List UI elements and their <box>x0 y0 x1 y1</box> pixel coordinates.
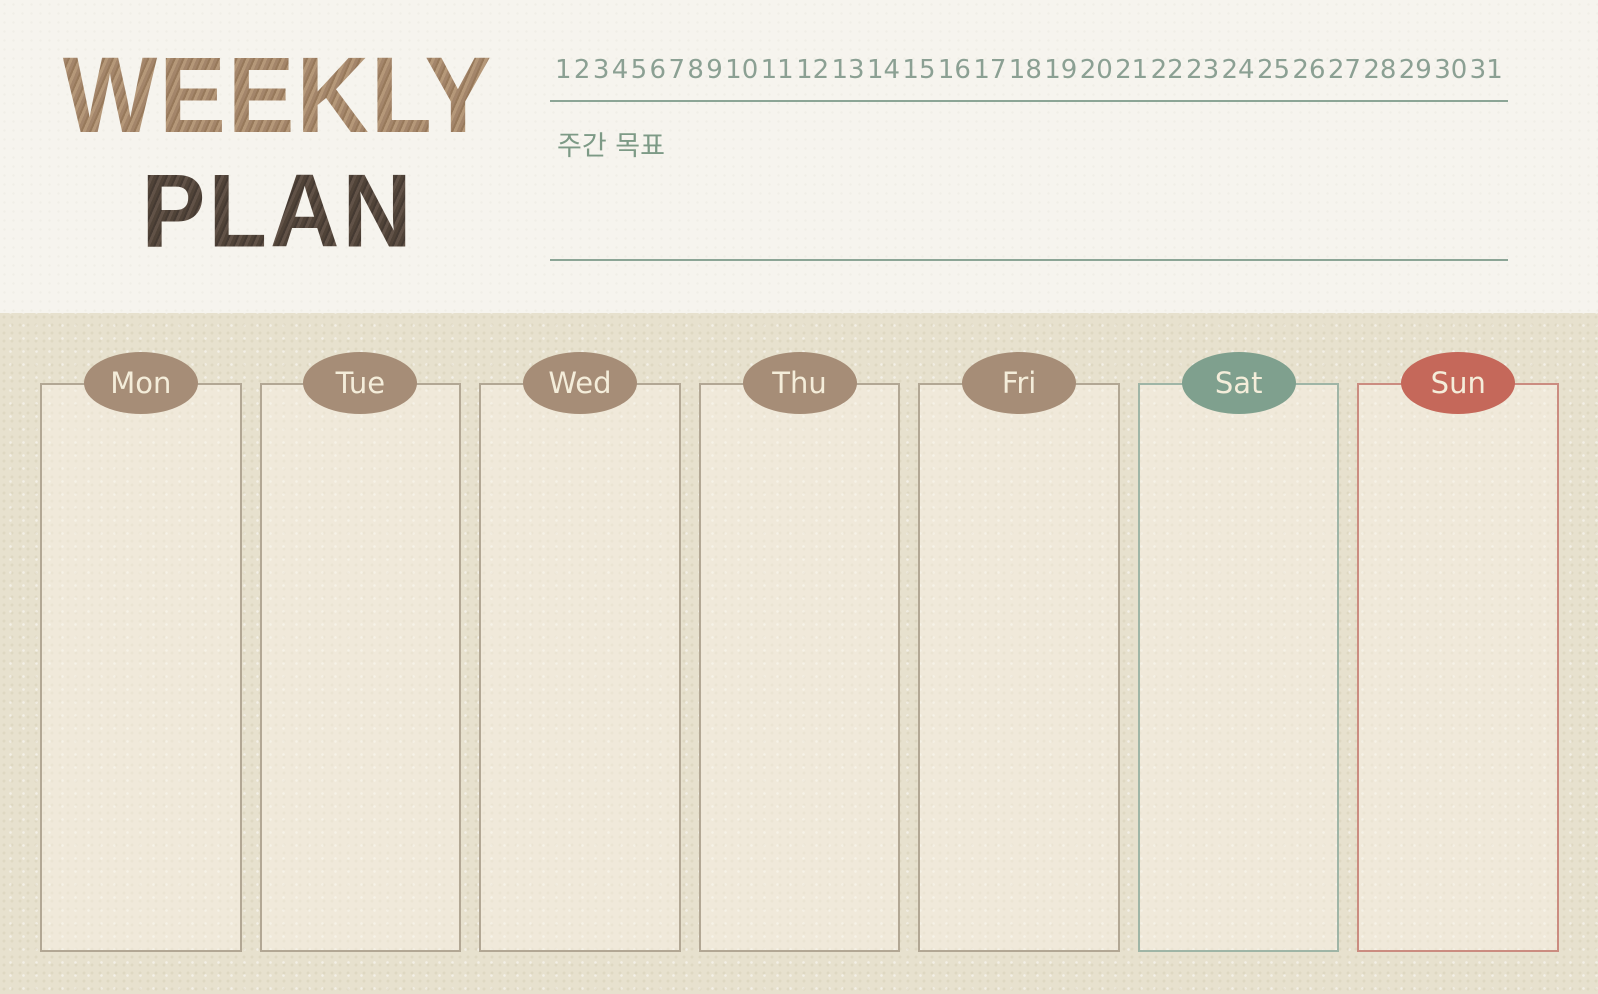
weekly-goal-writing-area[interactable] <box>550 163 1508 259</box>
date-number[interactable]: 16 <box>937 55 971 85</box>
date-number[interactable]: 20 <box>1079 55 1113 85</box>
divider-line-bottom <box>550 259 1508 261</box>
week-columns: Mon Tue Wed Thu Fri Sat Sun <box>40 352 1560 952</box>
date-number[interactable]: 22 <box>1150 55 1184 85</box>
day-column-wed: Wed <box>479 352 681 952</box>
date-number[interactable]: 18 <box>1008 55 1042 85</box>
date-number[interactable]: 13 <box>831 55 865 85</box>
day-column-sat: Sat <box>1137 352 1340 952</box>
day-notes-box-fri[interactable] <box>918 383 1120 952</box>
date-number[interactable]: 1 <box>555 55 572 85</box>
date-number[interactable]: 29 <box>1398 55 1432 85</box>
date-number[interactable]: 19 <box>1044 55 1078 85</box>
date-number[interactable]: 23 <box>1186 55 1220 85</box>
date-number[interactable]: 24 <box>1221 55 1255 85</box>
date-number[interactable]: 8 <box>687 55 704 85</box>
date-number[interactable]: 21 <box>1115 55 1149 85</box>
date-number[interactable]: 12 <box>796 55 830 85</box>
title-plan: PLAN <box>58 159 498 264</box>
date-number[interactable]: 31 <box>1469 55 1503 85</box>
day-badge-fri: Fri <box>962 352 1077 414</box>
date-number[interactable]: 11 <box>760 55 794 85</box>
day-notes-box-tue[interactable] <box>259 383 462 952</box>
date-number[interactable]: 27 <box>1327 55 1361 85</box>
title-weekly: WEEKLY <box>58 40 498 150</box>
day-column-fri: Fri <box>918 352 1120 952</box>
date-number[interactable]: 7 <box>668 55 685 85</box>
day-column-tue: Tue <box>259 352 462 952</box>
day-notes-box-wed[interactable] <box>479 383 681 952</box>
day-badge-mon: Mon <box>83 352 198 414</box>
date-number[interactable]: 2 <box>573 55 591 85</box>
date-number-row: 1 2 3 4 5 6 7 8 9 10 11 12 13 14 15 16 17 18 19 20 21 22 23 24 2… <box>550 55 1508 85</box>
date-number[interactable]: 9 <box>706 55 723 85</box>
day-column-sun: Sun <box>1357 352 1560 952</box>
weekly-goal-label: 주간 목표 <box>557 131 665 162</box>
date-number[interactable]: 3 <box>592 55 610 85</box>
day-notes-box-thu[interactable] <box>698 383 901 952</box>
day-badge-tue: Tue <box>303 352 418 414</box>
date-number[interactable]: 6 <box>649 55 667 85</box>
day-notes-box-sun[interactable] <box>1357 383 1560 952</box>
day-notes-box-mon[interactable] <box>40 383 242 952</box>
day-badge-sat: Sat <box>1181 352 1296 414</box>
day-notes-box-sat[interactable] <box>1137 383 1340 952</box>
date-tracker: 1 2 3 4 5 6 7 8 9 10 11 12 13 14 15 16 17 18 19 20 21 22 23 24 2… <box>550 55 1508 261</box>
date-number[interactable]: 30 <box>1434 55 1468 85</box>
date-number[interactable]: 28 <box>1363 55 1397 85</box>
date-number[interactable]: 4 <box>611 55 629 85</box>
date-number[interactable]: 25 <box>1256 55 1291 85</box>
week-grid-section <box>0 313 1598 994</box>
date-number[interactable]: 17 <box>973 55 1007 85</box>
day-column-mon: Mon <box>40 352 242 952</box>
date-number[interactable]: 15 <box>902 55 936 85</box>
date-number[interactable]: 5 <box>630 55 648 85</box>
date-number[interactable]: 26 <box>1292 55 1326 85</box>
divider-line-top <box>550 100 1508 102</box>
header-section: WEEKLY PLAN 1 2 3 4 5 6 7 8 9 10 11 12 13 14 15 16 17 18 1… <box>0 0 1598 313</box>
day-badge-wed: Wed <box>522 352 637 414</box>
day-badge-thu: Thu <box>742 352 857 414</box>
page-title: WEEKLY PLAN <box>58 40 498 263</box>
date-number[interactable]: 10 <box>725 55 759 85</box>
day-badge-sun: Sun <box>1401 352 1516 414</box>
date-number[interactable]: 14 <box>866 55 901 85</box>
day-column-thu: Thu <box>698 352 901 952</box>
